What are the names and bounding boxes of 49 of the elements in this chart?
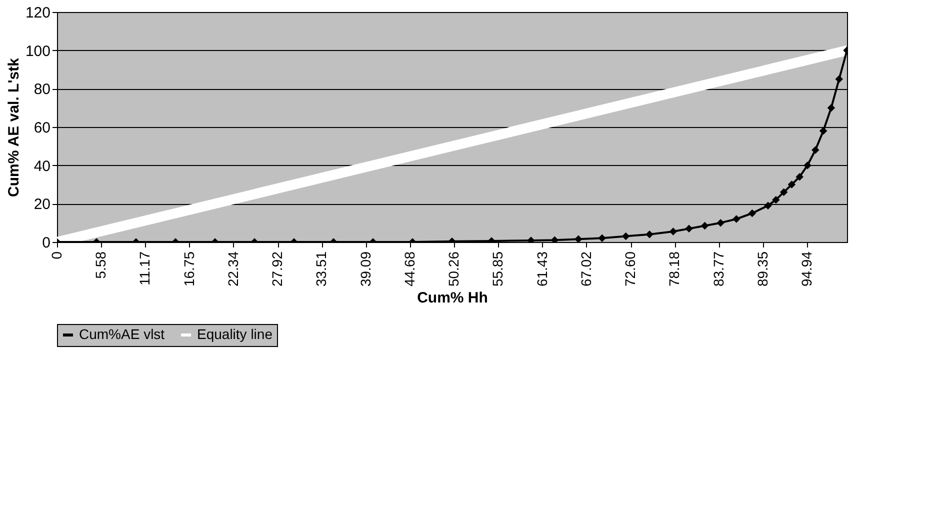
- y-axis-title: Cum% AE val. L'stk: [5, 57, 22, 197]
- x-tick-label: 67.02: [578, 251, 594, 287]
- point: [796, 172, 804, 181]
- y-tick-label: 120: [25, 4, 50, 22]
- x-tick-label: 44.68: [401, 251, 418, 287]
- x-tick-label: 94.94: [798, 251, 815, 287]
- point: [646, 230, 654, 238]
- point: [550, 236, 559, 242]
- x-tick-label: 83.77: [710, 251, 726, 287]
- x-tick-label: 39.09: [357, 251, 374, 287]
- x-tick-label: 16.75: [180, 251, 197, 287]
- x-tick-label: 72.60: [622, 251, 638, 287]
- point: [669, 228, 678, 236]
- point: [732, 215, 740, 223]
- y-tick-label: 80: [34, 81, 50, 98]
- y-tick-label: 40: [34, 158, 50, 175]
- x-tick-label: 55.85: [490, 251, 506, 287]
- x-tick-label: 11.17: [136, 251, 153, 286]
- point: [574, 235, 582, 242]
- legend-label: Cum%AE vlst: [79, 326, 165, 342]
- x-axis-title: Cum% Hh: [417, 290, 488, 307]
- point: [716, 218, 724, 227]
- point: [622, 232, 630, 240]
- x-tick-label: 5.58: [92, 251, 109, 279]
- point: [772, 196, 780, 204]
- point: [812, 146, 820, 154]
- point: [827, 104, 836, 112]
- point: [835, 75, 843, 83]
- y-tick-label: 0: [42, 234, 50, 252]
- legend-label: Equality line: [197, 326, 273, 342]
- x-tick-label: 27.92: [269, 251, 286, 287]
- point: [788, 180, 796, 188]
- point: [804, 161, 812, 170]
- y-tick-label: 100: [25, 42, 50, 60]
- point: [598, 234, 606, 242]
- x-tick-label: 0: [48, 251, 64, 260]
- x-tick-label: 50.26: [446, 251, 462, 287]
- x-tick-label: 33.51: [313, 251, 330, 287]
- y-tick-label: 60: [34, 120, 50, 136]
- x-tick-label: 89.35: [754, 251, 770, 287]
- x-tick-label: 22.34: [224, 251, 241, 287]
- y-tick-label: 20: [34, 196, 50, 214]
- x-tick-label: 78.18: [666, 251, 682, 287]
- x-tick-label: 61.43: [534, 251, 550, 287]
- point: [685, 224, 693, 232]
- point: [748, 209, 756, 218]
- point: [700, 222, 709, 230]
- point: [764, 202, 772, 210]
- point: [780, 188, 788, 196]
